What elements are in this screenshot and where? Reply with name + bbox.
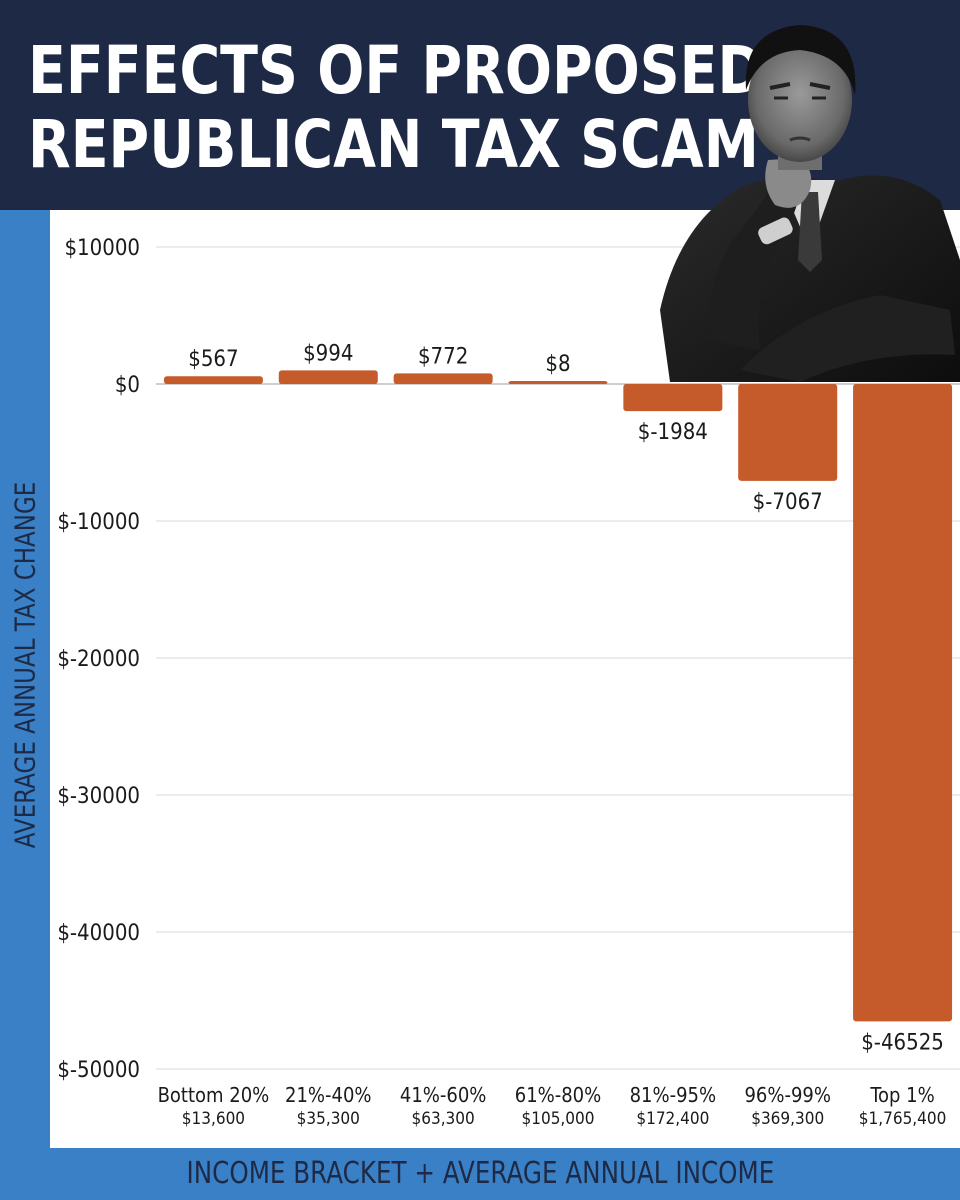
x-tick-sublabel: $1,765,400: [859, 1109, 947, 1129]
bar-value-label: $-7067: [753, 490, 823, 515]
page-title: EFFECTS OF PROPOSED REPUBLICAN TAX SCAM: [28, 34, 764, 182]
y-axis-label: AVERAGE ANNUAL TAX CHANGE: [8, 481, 42, 849]
x-tick-sublabel: $105,000: [522, 1109, 595, 1129]
x-axis-label: INCOME BRACKET + AVERAGE ANNUAL INCOME: [186, 1156, 774, 1191]
x-tick-label: 41%-60%: [400, 1083, 486, 1107]
x-tick-label: Bottom 20%: [158, 1083, 270, 1107]
y-tick-label: $-10000: [57, 510, 140, 535]
x-tick-label: 21%-40%: [285, 1083, 371, 1107]
bars: [163, 370, 953, 1022]
x-tick-label: Top 1%: [869, 1083, 934, 1107]
y-tick-label: $-30000: [57, 784, 140, 809]
bar-value-label: $-46525: [861, 1030, 944, 1055]
bar-value-label: $-1984: [638, 420, 708, 445]
x-tick-label: 96%-99%: [744, 1083, 830, 1107]
person-photo: [660, 25, 960, 382]
bar: [393, 373, 493, 384]
bar: [508, 381, 608, 384]
bar: [278, 370, 378, 384]
x-tick-sublabel: $63,300: [412, 1109, 475, 1129]
y-axis-band: [0, 210, 50, 1200]
x-tick-labels: Bottom 20%$13,600 21%-40%$35,300 41%-60%$6…: [158, 1083, 947, 1129]
x-tick-label: 61%-80%: [515, 1083, 601, 1107]
bar-value-label: $8: [545, 352, 570, 377]
y-tick-label: $-20000: [57, 647, 140, 672]
x-axis-label-container: INCOME BRACKET + AVERAGE ANNUAL INCOME: [0, 1148, 960, 1200]
y-tick-label: $-40000: [57, 921, 140, 946]
y-tick-labels: $10000 $0 $-10000 $-20000 $-30000 $-40000 $-50…: [57, 236, 140, 1083]
title-line-2: REPUBLICAN TAX SCAM: [28, 106, 759, 183]
bar: [738, 384, 838, 481]
y-tick-label: $0: [115, 373, 140, 398]
bar-value-label: $994: [303, 341, 353, 366]
x-tick-sublabel: $172,400: [636, 1109, 709, 1129]
x-tick-sublabel: $369,300: [751, 1109, 824, 1129]
x-axis-band: [0, 1148, 960, 1200]
x-tick-sublabel: $13,600: [182, 1109, 245, 1129]
y-tick-label: $-50000: [57, 1058, 140, 1083]
bar-value-labels: $567 $994 $772 $8 $-1984 $-7067 $-46525: [188, 341, 944, 1055]
y-tick-label: $10000: [64, 236, 140, 261]
bar-value-label: $567: [188, 347, 238, 372]
bar: [163, 376, 263, 384]
bar-value-label: $772: [418, 344, 468, 369]
bar: [623, 384, 723, 412]
title-line-1: EFFECTS OF PROPOSED: [28, 32, 764, 109]
x-tick-sublabel: $35,300: [297, 1109, 360, 1129]
bar: [853, 384, 953, 1022]
x-tick-label: 81%-95%: [630, 1083, 716, 1107]
bar-chart: $10000 $0 $-10000 $-20000 $-30000 $-40000 $-50…: [57, 236, 960, 1129]
